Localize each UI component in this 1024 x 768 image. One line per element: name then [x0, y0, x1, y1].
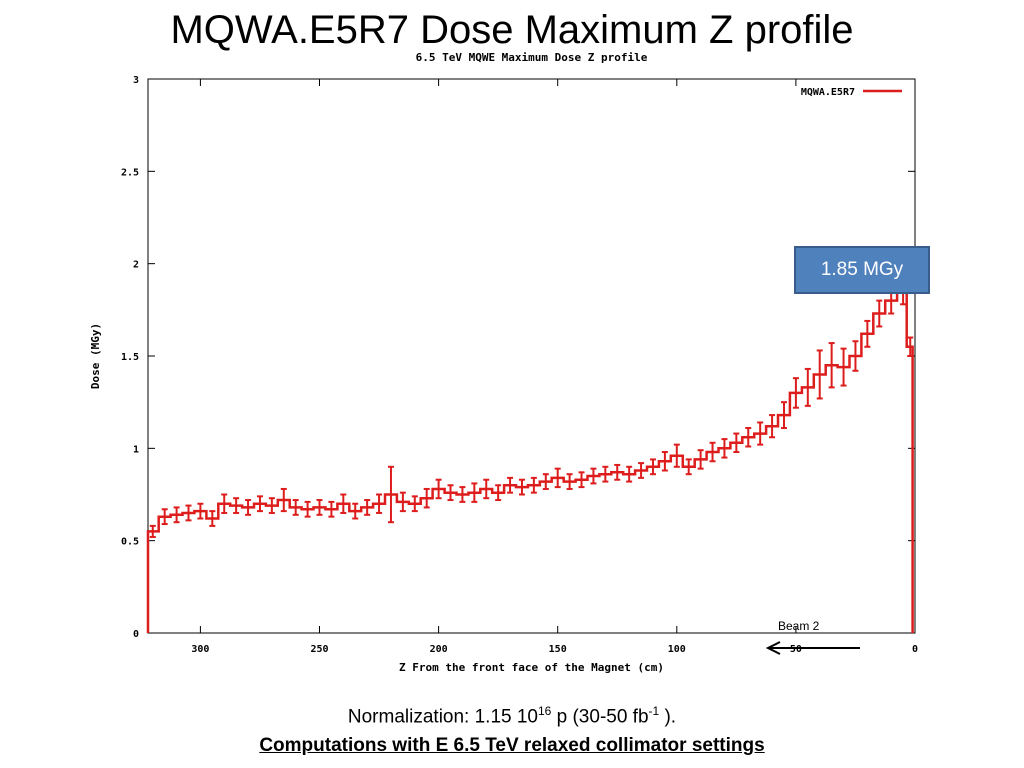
y-tick-label: 0.5: [121, 537, 139, 548]
legend-label: MQWA.E5R7: [801, 87, 855, 98]
x-tick-label: 150: [549, 644, 567, 655]
normalization-exponent: 16: [538, 704, 552, 718]
x-axis-label: Z From the front face of the Magnet (cm): [399, 661, 664, 674]
plot-frame: [147, 78, 916, 634]
error-bars: [149, 277, 914, 538]
computations-note: Computations with E 6.5 TeV relaxed coll…: [259, 735, 765, 756]
x-tick-labels: 300 250 200 150 100 50 0: [191, 644, 918, 655]
beam-arrow-head: [765, 641, 781, 655]
axis-ticks: [148, 78, 916, 634]
y-tick-labels: 0 0.5 1 1.5 2 2.5 3: [121, 75, 139, 640]
y-tick-label: 2.5: [121, 167, 139, 178]
x-tick-label: 200: [430, 644, 448, 655]
x-tick-label: 0: [912, 644, 918, 655]
normalization-middle: p (30-50 fb: [551, 706, 649, 728]
y-tick-label: 0: [133, 629, 139, 640]
y-tick-label: 1: [133, 444, 139, 455]
x-tick-label: 100: [668, 644, 686, 655]
series-line: [146, 290, 914, 633]
x-tick-label: 50: [790, 644, 802, 655]
slide-title: MQWA.E5R7 Dose Maximum Z profile: [170, 8, 854, 52]
chart-title: 6.5 TeV MQWE Maximum Dose Z profile: [416, 51, 648, 64]
x-tick-label: 250: [310, 644, 328, 655]
peak-dose-callout: 1.85 MGy: [794, 246, 930, 294]
y-tick-label: 3: [133, 75, 139, 86]
normalization-prefix: Normalization: 1.15 10: [347, 706, 538, 728]
y-tick-label: 2: [133, 260, 139, 271]
normalization-text: Normalization: 1.15 1016 p (30-50 fb-1 )…: [0, 704, 1024, 728]
x-tick-label: 300: [191, 644, 209, 655]
y-axis-label: Dose (MGy): [89, 323, 102, 389]
normalization-suffix: ).: [659, 706, 677, 728]
beam-label: Beam 2: [778, 619, 820, 633]
y-tick-label: 1.5: [121, 352, 139, 363]
luminosity-exponent: -1: [648, 704, 660, 718]
